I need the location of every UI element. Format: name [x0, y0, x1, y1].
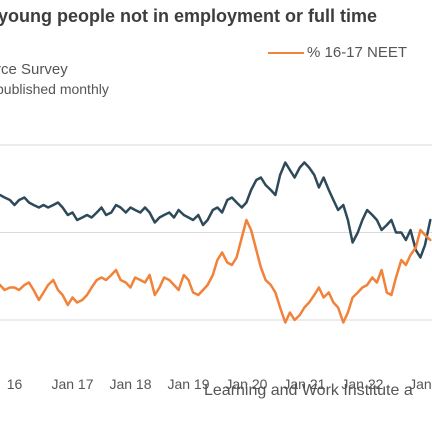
x-tick-label: 16: [7, 376, 23, 392]
chart-title: young people not in employment or full t…: [0, 6, 378, 26]
legend-swatch: [268, 51, 304, 54]
chart-subtitle-line2: published monthly: [0, 81, 109, 97]
source-note: Learning and Work Institute a: [204, 382, 413, 399]
x-tick-label: Jan 20: [225, 376, 267, 392]
x-tick-label: Jan 17: [51, 376, 93, 392]
series-line-neet-16-17: [0, 218, 432, 324]
chart-subtitle-line1: rce Survey: [0, 61, 68, 78]
x-tick-label: Jan 19: [167, 376, 209, 392]
x-tick-label: Jan 22: [341, 376, 383, 392]
series-lines: [0, 161, 432, 324]
x-tick-label: Jan 21: [283, 376, 325, 392]
legend: % 16-17 NEET: [268, 44, 407, 61]
x-tick-label: Jan 18: [109, 376, 151, 392]
series-line-top: [0, 161, 432, 259]
grid-lines: [0, 144, 432, 321]
x-axis-tick-labels: 16 Jan 17 Jan 18 Jan 19 Jan 20 Jan 21 Jan 22 Ja…: [7, 376, 432, 392]
x-tick-label: Jan: [409, 376, 432, 392]
legend-label: % 16-17 NEET: [307, 44, 408, 61]
